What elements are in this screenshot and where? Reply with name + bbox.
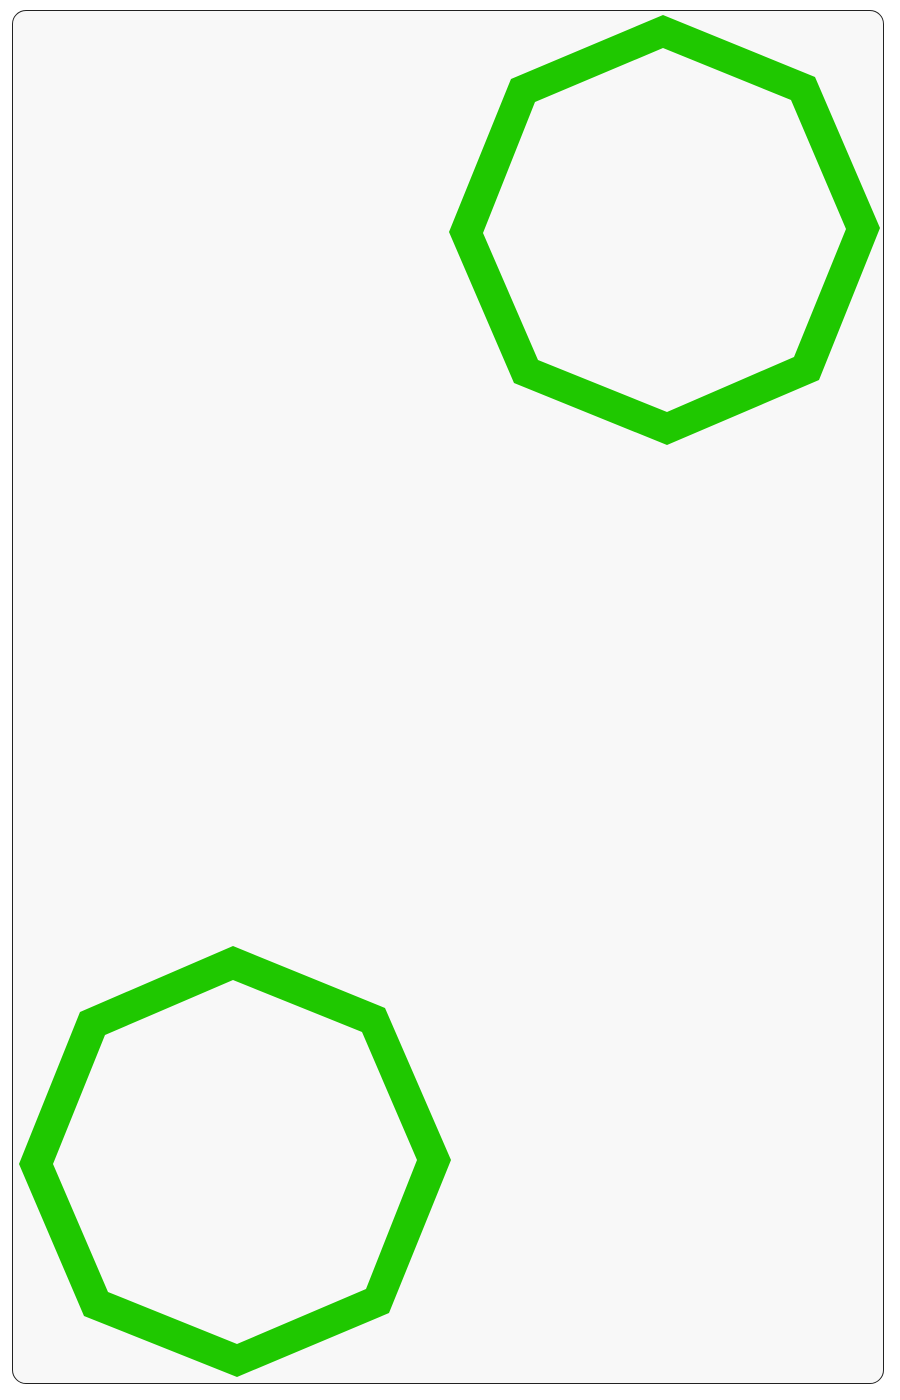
octagon-bottom-left — [19, 946, 451, 1377]
octagon-top-right — [449, 15, 880, 445]
